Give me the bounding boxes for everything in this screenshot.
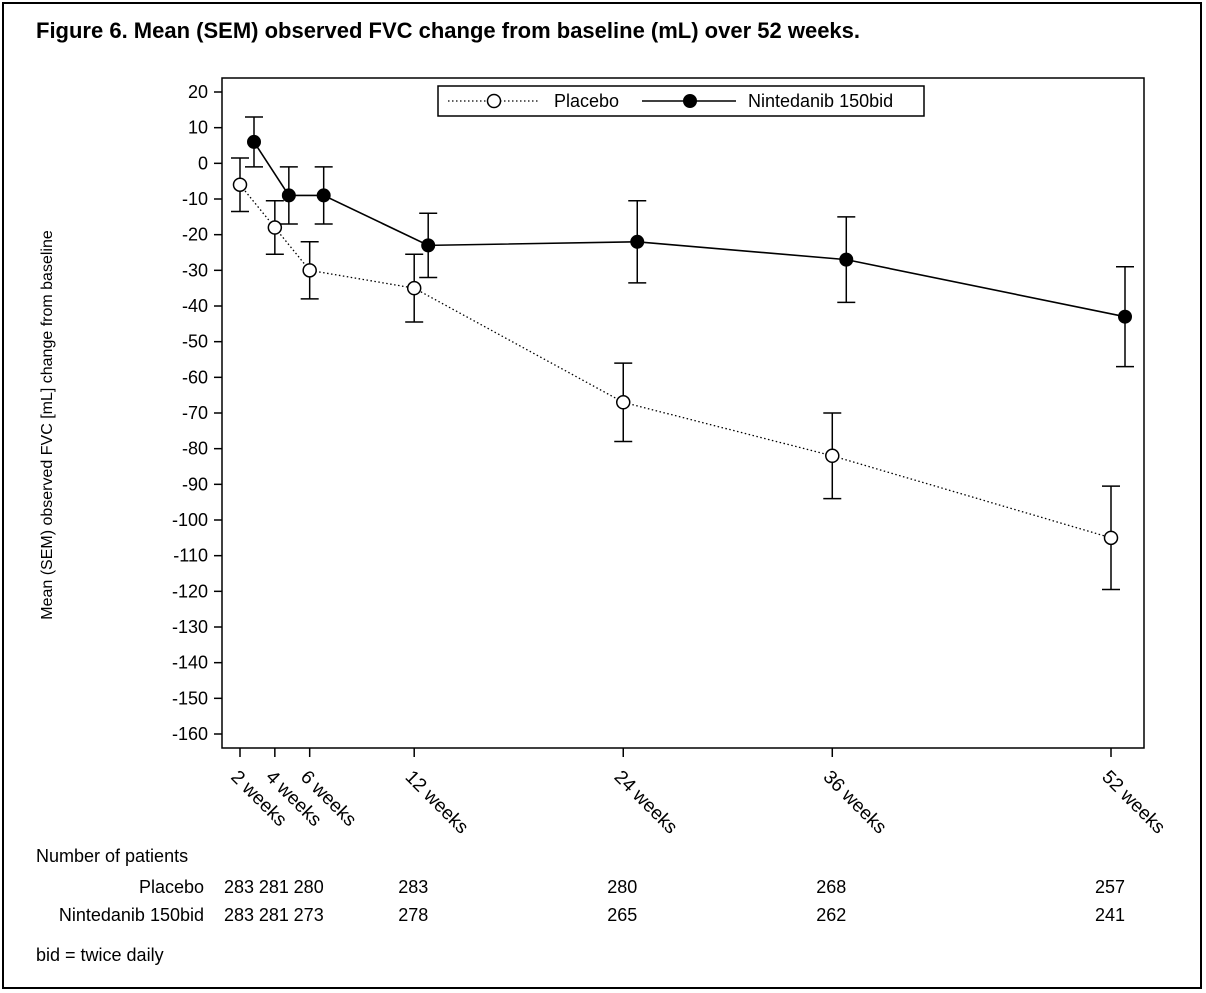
data-point [1103, 530, 1119, 546]
y-tick-label: -120 [172, 581, 208, 601]
legend-marker-placebo [486, 93, 502, 109]
series-line [253, 141, 1126, 318]
y-tick-label: -10 [182, 189, 208, 209]
data-point [825, 448, 840, 464]
footnote: bid = twice daily [36, 945, 164, 965]
patients-count-cell: 283 [224, 905, 255, 925]
patients-count-cell: 257 [1095, 877, 1126, 897]
y-tick-label: -60 [182, 367, 208, 387]
legend-label-placebo: Placebo [554, 91, 619, 111]
y-tick-label: -90 [182, 474, 208, 494]
patients-count-cell: 281 [258, 905, 289, 925]
y-tick-label: -100 [172, 510, 208, 530]
patients-count-cell: 241 [1095, 905, 1126, 925]
y-tick-label: -50 [182, 332, 208, 352]
data-point [232, 177, 248, 192]
patients-count-cell: 280 [607, 877, 638, 897]
patients-row-label: Placebo [138, 877, 204, 897]
data-point [839, 252, 854, 267]
y-tick-label: -20 [182, 225, 208, 245]
y-tick-label: -70 [182, 403, 208, 423]
y-tick-label: -160 [172, 724, 208, 744]
patients-count-cell: 262 [816, 905, 847, 925]
plot-area-border [221, 77, 1145, 749]
y-tick-label: -80 [182, 439, 208, 459]
patients-count-cell: 268 [816, 877, 847, 897]
series-placebo [231, 157, 1120, 591]
legend: Placebo Nintedanib 150bid [437, 85, 925, 117]
patients-count-cell: 280 [293, 877, 324, 897]
patients-count-cell: 278 [398, 905, 429, 925]
patients-count-cell: 283 [398, 877, 429, 897]
series-nintedanib [245, 116, 1134, 368]
x-tick-label: 12 weeks [401, 767, 473, 839]
patients-row-label: Nintedanib 150bid [58, 905, 204, 925]
x-tick-label: 24 weeks [610, 767, 682, 839]
y-tick-label: 10 [188, 118, 208, 138]
data-point [302, 263, 317, 278]
data-point [615, 395, 631, 410]
series-line [239, 184, 1112, 539]
y-tick-label: -130 [172, 617, 208, 637]
y-tick-label: 20 [188, 82, 208, 102]
data-point [1118, 309, 1132, 324]
data-point [406, 280, 422, 296]
patients-count-cell: 273 [293, 905, 324, 925]
patients-count-cell: 281 [258, 877, 289, 897]
x-tick-label: 52 weeks [1097, 767, 1169, 839]
data-point [247, 134, 261, 149]
figure-title: Figure 6. Mean (SEM) observed FVC change… [36, 18, 861, 43]
legend-label-nintedanib: Nintedanib 150bid [748, 91, 893, 111]
patients-count-cell: 265 [607, 905, 638, 925]
y-axis: 20 10 0 -10 -20 -30 -40 -50 -60 -70 -80 -90 -100 -110… [172, 82, 222, 744]
y-axis-label: Mean (SEM) observed FVC [mL] change from… [39, 230, 56, 620]
data-point [421, 238, 436, 253]
y-tick-label: -140 [172, 653, 208, 673]
legend-marker-nintedanib [683, 94, 697, 108]
y-tick-label: -150 [172, 688, 208, 708]
patients-table-heading: Number of patients [36, 846, 189, 866]
series-layer [231, 116, 1134, 591]
y-tick-label: -30 [182, 260, 208, 280]
data-point [267, 220, 283, 235]
x-tick-label: 36 weeks [819, 767, 891, 839]
data-point [316, 188, 331, 203]
y-tick-label: -110 [173, 546, 208, 566]
patients-count-cell: 283 [224, 877, 255, 897]
y-tick-label: 0 [198, 153, 208, 173]
data-point [281, 188, 296, 203]
y-tick-label: -40 [182, 296, 208, 316]
data-point [630, 234, 645, 249]
